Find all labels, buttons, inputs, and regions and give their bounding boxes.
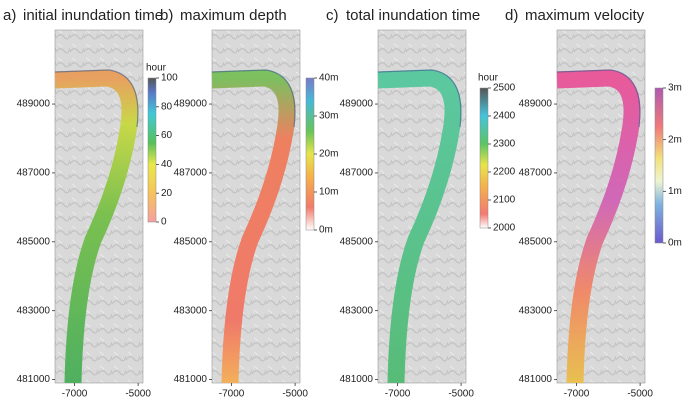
colorbar-tick-label: 80 [161,101,173,112]
colorbar [147,77,157,223]
colorbar-tick-label: 40m [319,73,338,84]
panel-title: maximum velocity [525,7,645,24]
river-edge [211,69,296,128]
colorbar [654,87,664,244]
colorbar-tick-label: 0m [319,225,333,236]
colorbar-tick-label: 2000 [493,223,516,234]
panel-title: initial inundation time [23,7,163,24]
river [377,69,462,384]
colorbar-unit: hour [146,63,167,74]
y-tick-label: 481000 [340,374,374,385]
panel-title: total inundation time [346,7,480,24]
colorbar-tick-label: 40 [161,159,173,170]
river-edge [556,69,641,128]
panel-label: c) [326,7,339,24]
colorbar-tick-label: 30m [319,111,338,122]
x-tick-label: -7000 [564,389,590,400]
y-tick-label: 489000 [174,99,208,110]
map-panel: c) total inundation time -7000 -5000 481000 4… [326,7,516,400]
river-edge [377,69,462,128]
colorbar-tick-label: 0m [668,238,682,249]
x-tick-label: -5000 [627,389,653,400]
colorbar-tick-label: 10m [319,187,338,198]
colorbar-unit: hour [478,73,499,84]
river-edge [54,69,139,128]
y-tick-label: 489000 [340,99,374,110]
colorbar-tick-label: 2m [668,134,682,145]
y-tick-label: 483000 [519,305,553,316]
y-tick-label: 485000 [340,236,374,247]
colorbar-tick-label: 2300 [493,139,516,150]
y-tick-label: 483000 [174,305,208,316]
colorbar [479,87,489,229]
x-tick-label: -5000 [448,389,474,400]
x-tick-label: -7000 [385,389,411,400]
map-panel: b) maximum depth -7000 -5000 481000 483000 485… [160,7,338,400]
panel-label: a) [3,7,16,24]
colorbar-tick-label: 1m [668,186,682,197]
colorbar [305,77,315,231]
y-tick-label: 487000 [17,168,51,179]
y-tick-label: 485000 [17,236,51,247]
y-tick-label: 485000 [174,236,208,247]
panel-label: d) [505,7,518,24]
y-tick-label: 487000 [519,168,553,179]
map-panel: a) initial inundation time -7000 -5000 48100… [3,7,178,400]
y-tick-label: 489000 [519,99,553,110]
x-tick-label: -7000 [62,389,88,400]
y-tick-label: 489000 [17,99,51,110]
y-tick-label: 481000 [519,374,553,385]
y-tick-label: 487000 [174,168,208,179]
x-tick-label: -7000 [219,389,245,400]
colorbar-tick-label: 100 [161,73,178,84]
panel-title: maximum depth [180,7,287,24]
map-panel: d) maximum velocity -7000 -5000 481000 483000… [505,7,682,400]
colorbar-tick-label: 2400 [493,111,516,122]
river [211,69,296,384]
colorbar-tick-label: 0 [161,217,167,228]
y-tick-label: 481000 [17,374,51,385]
y-tick-label: 481000 [174,374,208,385]
colorbar-tick-label: 60 [161,130,173,141]
colorbar-tick-label: 2500 [493,83,516,94]
colorbar-tick-label: 20 [161,188,173,199]
y-tick-label: 487000 [340,168,374,179]
river [556,69,641,384]
x-tick-label: -5000 [125,389,151,400]
colorbar-tick-label: 2200 [493,167,516,178]
x-tick-label: -5000 [282,389,308,400]
colorbar-tick-label: 3m [668,83,682,94]
y-tick-label: 483000 [17,305,51,316]
colorbar-tick-label: 20m [319,149,338,160]
y-tick-label: 483000 [340,305,374,316]
panel-label: b) [160,7,173,24]
river [54,69,139,384]
y-tick-label: 485000 [519,236,553,247]
colorbar-tick-label: 2100 [493,195,516,206]
